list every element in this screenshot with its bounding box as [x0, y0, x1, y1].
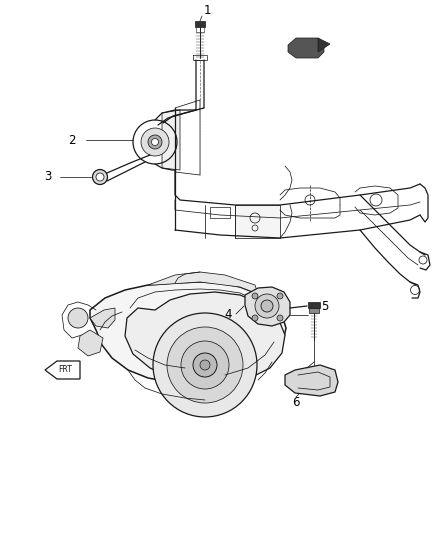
Circle shape	[277, 293, 283, 299]
Polygon shape	[308, 302, 320, 308]
Text: 1: 1	[203, 4, 211, 17]
Circle shape	[167, 327, 243, 403]
Circle shape	[200, 360, 210, 370]
Circle shape	[252, 315, 258, 321]
Circle shape	[193, 353, 217, 377]
Text: FRT: FRT	[58, 366, 72, 375]
Circle shape	[255, 294, 279, 318]
Polygon shape	[90, 308, 115, 328]
Polygon shape	[78, 330, 103, 356]
Circle shape	[141, 128, 169, 156]
Circle shape	[261, 300, 273, 312]
Circle shape	[252, 293, 258, 299]
Polygon shape	[288, 38, 324, 58]
Circle shape	[148, 135, 162, 149]
Circle shape	[92, 169, 107, 184]
Circle shape	[68, 308, 88, 328]
Text: 3: 3	[44, 171, 52, 183]
Polygon shape	[90, 282, 286, 383]
Polygon shape	[245, 287, 290, 326]
Circle shape	[277, 315, 283, 321]
Polygon shape	[309, 308, 319, 313]
Text: 5: 5	[321, 300, 328, 312]
Polygon shape	[162, 110, 180, 170]
Circle shape	[152, 139, 159, 146]
Polygon shape	[285, 365, 338, 396]
Polygon shape	[148, 272, 258, 294]
Polygon shape	[318, 38, 330, 52]
Polygon shape	[195, 21, 205, 27]
Text: 6: 6	[292, 395, 300, 408]
Circle shape	[153, 313, 257, 417]
Circle shape	[96, 173, 104, 181]
Polygon shape	[125, 292, 285, 383]
Circle shape	[181, 341, 229, 389]
Polygon shape	[235, 205, 280, 238]
Text: 4: 4	[224, 308, 232, 320]
Text: 2: 2	[68, 133, 76, 147]
